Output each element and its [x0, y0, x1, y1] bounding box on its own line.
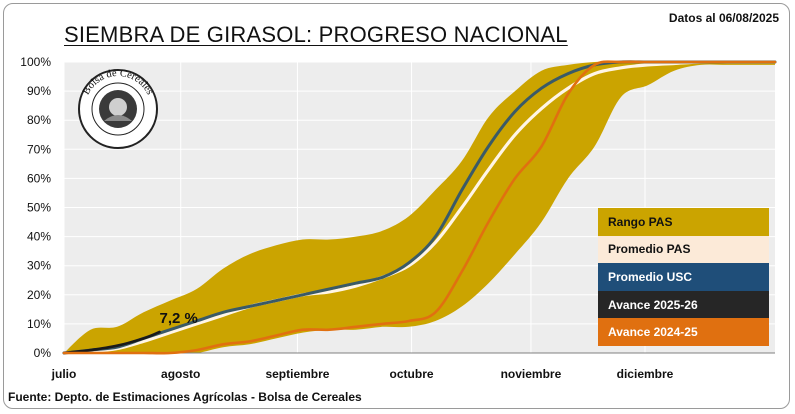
- y-tick-label: 10%: [27, 317, 51, 331]
- series-line-promedio-pas: [62, 60, 777, 355]
- x-tick-label: noviembre: [501, 367, 562, 381]
- logo-emblem-head: [109, 98, 127, 116]
- x-tick-label: diciembre: [617, 367, 674, 381]
- logo-emblem-detail: [104, 115, 132, 121]
- y-tick-label: 20%: [27, 288, 51, 302]
- y-tick-label: 70%: [27, 142, 51, 156]
- series-line-avance-2024-25: [62, 60, 777, 355]
- chart-title: SIEMBRA DE GIRASOL: PROGRESO NACIONAL: [64, 22, 568, 47]
- y-tick-label: 50%: [27, 201, 51, 215]
- x-tick-label: julio: [51, 367, 77, 381]
- legend-label: Promedio USC: [608, 269, 693, 284]
- date-label: Datos al 06/08/2025: [668, 11, 779, 25]
- y-tick-label: 100%: [20, 55, 51, 69]
- y-tick-label: 0%: [34, 346, 52, 360]
- legend-label: Promedio PAS: [608, 242, 691, 257]
- y-tick-label: 40%: [27, 230, 51, 244]
- legend-item-promedio-usc: Promedio USC: [598, 263, 769, 291]
- legend-label: Rango PAS: [608, 214, 673, 229]
- x-tick-label: agosto: [161, 367, 200, 381]
- source-note: Fuente: Depto. de Estimaciones Agrícolas…: [8, 390, 362, 404]
- legend-item-avance-2025-26: Avance 2025-26: [598, 290, 769, 319]
- x-tick-label: octubre: [390, 367, 434, 381]
- legend-label: Avance 2025-26: [608, 297, 698, 312]
- legend: Rango PAS Promedio PAS Promedio USC Avan…: [598, 208, 769, 346]
- legend-item-promedio-pas: Promedio PAS: [598, 235, 769, 264]
- x-tick-label: septiembre: [265, 367, 329, 381]
- legend-label: Avance 2024-25: [608, 325, 698, 340]
- series-line-avance-2025-26: [62, 330, 161, 355]
- logo-inner-ring: [91, 82, 145, 136]
- y-tick-label: 60%: [27, 171, 51, 185]
- y-tick-label: 90%: [27, 84, 51, 98]
- y-tick-label: 30%: [27, 259, 51, 273]
- legend-item-rango-pas: Rango PAS: [598, 208, 769, 236]
- data-label-annotation: 7,2 %: [160, 310, 198, 327]
- y-tick-label: 80%: [27, 113, 51, 127]
- legend-item-avance-2024-25: Avance 2024-25: [598, 318, 769, 346]
- range-band: [64, 61, 775, 354]
